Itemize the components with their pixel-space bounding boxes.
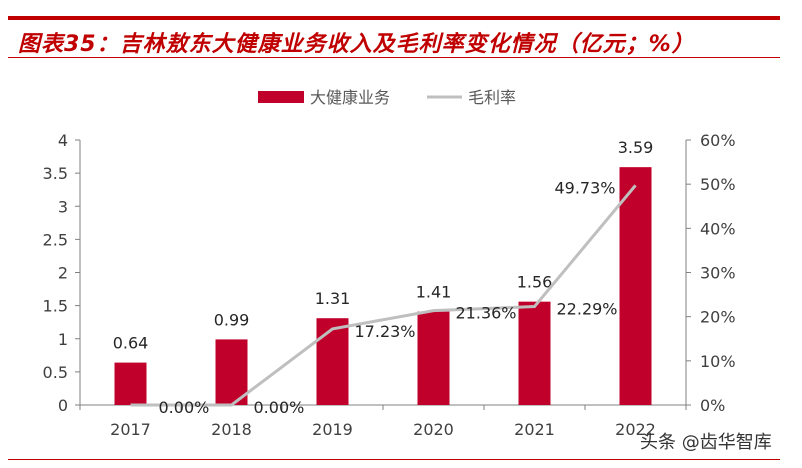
bar-label: 0.64	[113, 334, 149, 353]
right-tick-label: 0%	[700, 396, 725, 415]
line-label: 0.00%	[159, 398, 210, 417]
left-tick-label: 1.5	[43, 297, 68, 316]
right-tick-label: 40%	[700, 219, 736, 238]
bar-label: 1.31	[315, 289, 351, 308]
bar-2022	[619, 167, 652, 405]
bar-label: 1.56	[517, 273, 553, 292]
x-tick-label: 2018	[211, 420, 252, 439]
left-tick-label: 0.5	[43, 363, 68, 382]
left-tick-label: 3	[58, 197, 68, 216]
right-tick-label: 30%	[700, 264, 736, 283]
legend-label-line: 毛利率	[468, 88, 516, 107]
bar-2018	[215, 339, 248, 405]
right-tick-label: 60%	[700, 131, 736, 150]
left-tick-label: 2.5	[43, 230, 68, 249]
bar-2020	[417, 311, 450, 405]
title-bottom-rule	[8, 57, 780, 58]
line-label: 21.36%	[456, 304, 517, 323]
legend-label-bar: 大健康业务	[310, 88, 390, 107]
line-label: 49.73%	[554, 178, 615, 197]
x-tick-label: 2019	[312, 420, 353, 439]
bar-label: 1.41	[416, 283, 452, 302]
line-label: 17.23%	[355, 322, 416, 341]
left-tick-label: 0	[58, 396, 68, 415]
x-tick-label: 2020	[413, 420, 454, 439]
bar-label: 0.99	[214, 310, 250, 329]
x-tick-label: 2017	[110, 420, 151, 439]
chart-title: 图表35：吉林敖东大健康业务收入及毛利率变化情况（亿元；%）	[18, 32, 695, 57]
footer-rule	[8, 459, 780, 460]
right-tick-label: 50%	[700, 175, 736, 194]
title-top-rule	[8, 16, 780, 20]
bar-2019	[316, 318, 349, 405]
line-label: 0.00%	[254, 398, 305, 417]
bar-2017	[114, 362, 147, 405]
left-tick-label: 1	[58, 330, 68, 349]
line-gross-margin	[130, 184, 637, 407]
x-tick-label: 2022	[615, 420, 656, 439]
right-tick-label: 10%	[700, 352, 736, 371]
x-tick-label: 2021	[514, 420, 555, 439]
legend-swatch-bar	[258, 91, 304, 103]
left-tick-label: 3.5	[43, 164, 68, 183]
left-tick-label: 2	[58, 264, 68, 283]
right-tick-label: 20%	[700, 308, 736, 327]
left-tick-label: 4	[58, 131, 68, 150]
bar-label: 3.59	[618, 138, 654, 157]
line-label: 22.29%	[557, 300, 618, 319]
bar-2021	[518, 301, 551, 405]
watermark: 头条 @齿华智库	[640, 432, 772, 453]
